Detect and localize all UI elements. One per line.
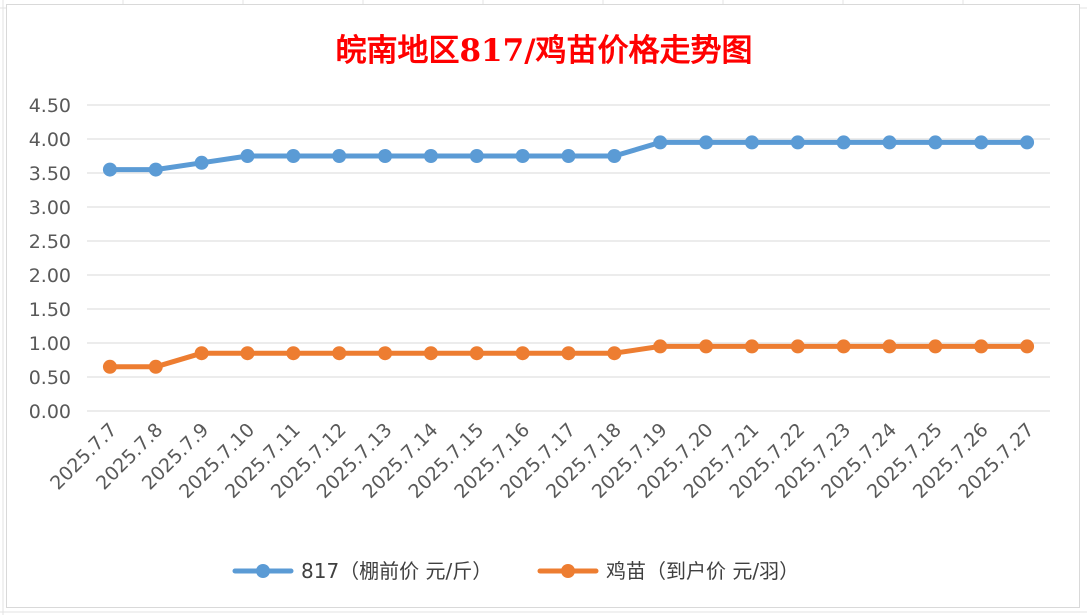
legend-label: 817（棚前价 元/斤） (301, 559, 492, 583)
data-point[interactable] (653, 339, 668, 354)
legend-item-2[interactable]: 鸡苗（到户价 元/羽） (537, 559, 799, 583)
data-point[interactable] (882, 339, 897, 354)
y-tick-label: 1.00 (29, 333, 71, 355)
data-point[interactable] (882, 135, 897, 150)
data-point[interactable] (974, 339, 989, 354)
series-2 (102, 339, 1035, 374)
data-point[interactable] (194, 155, 209, 170)
series-1 (102, 135, 1035, 177)
legend-label: 鸡苗（到户价 元/羽） (606, 559, 799, 583)
data-point[interactable] (974, 135, 989, 150)
data-point[interactable] (469, 149, 484, 163)
data-point[interactable] (561, 149, 576, 163)
data-point[interactable] (836, 339, 851, 354)
legend-swatch-marker (561, 564, 575, 578)
y-tick-label: 4.00 (29, 129, 71, 151)
data-point[interactable] (423, 346, 438, 361)
data-point[interactable] (744, 339, 759, 354)
legend: 817（棚前价 元/斤） 鸡苗（到户价 元/羽） (232, 559, 799, 583)
data-point[interactable] (148, 359, 163, 374)
y-tick-label: 2.00 (29, 265, 71, 287)
data-point[interactable] (240, 149, 255, 163)
y-tick-label: 2.50 (29, 231, 71, 253)
data-point[interactable] (378, 149, 393, 163)
data-point[interactable] (607, 149, 622, 163)
chart-area[interactable]: 皖南地区817/鸡苗价格走势图 0.00 0.50 1.00 1.50 2.00 2.50… (6, 4, 1080, 608)
legend-swatch-marker (256, 564, 270, 578)
x-axis-tick-labels: 2025.7.72025.7.82025.7.92025.7.102025.7.… (46, 419, 1039, 503)
data-point[interactable] (607, 346, 622, 361)
data-point[interactable] (699, 339, 714, 354)
y-tick-label: 3.50 (29, 163, 71, 185)
data-point[interactable] (332, 346, 347, 361)
data-point[interactable] (744, 135, 759, 150)
plot-area: 0.00 0.50 1.00 1.50 2.00 2.50 3.00 3.50 4.00 4.50… (29, 95, 1050, 583)
data-point[interactable] (1020, 135, 1035, 150)
legend-item-1[interactable]: 817（棚前价 元/斤） (232, 559, 492, 583)
data-point[interactable] (148, 162, 163, 177)
data-point[interactable] (469, 346, 484, 361)
data-point[interactable] (102, 162, 117, 177)
data-point[interactable] (928, 339, 943, 354)
data-point[interactable] (240, 346, 255, 361)
data-point[interactable] (653, 135, 668, 150)
data-point[interactable] (699, 135, 714, 150)
data-point[interactable] (423, 149, 438, 163)
y-tick-label: 0.00 (29, 401, 71, 423)
y-axis-tick-labels: 0.00 0.50 1.00 1.50 2.00 2.50 3.00 3.50 4.00 4.50 (29, 95, 71, 423)
series-layer (102, 135, 1035, 374)
data-point[interactable] (286, 149, 301, 163)
data-point[interactable] (790, 339, 805, 354)
data-point[interactable] (194, 346, 209, 361)
data-point[interactable] (790, 135, 805, 150)
y-tick-label: 1.50 (29, 299, 71, 321)
data-point[interactable] (378, 346, 393, 361)
data-point[interactable] (928, 135, 943, 150)
data-point[interactable] (515, 346, 530, 361)
data-point[interactable] (332, 149, 347, 163)
data-point[interactable] (561, 346, 576, 361)
y-tick-label: 3.00 (29, 197, 71, 219)
data-point[interactable] (515, 149, 530, 163)
y-tick-label: 0.50 (29, 367, 71, 389)
data-point[interactable] (286, 346, 301, 361)
y-tick-label: 4.50 (29, 95, 71, 117)
data-point[interactable] (102, 359, 117, 374)
chart-title: 皖南地区817/鸡苗价格走势图 (335, 33, 753, 69)
data-point[interactable] (1020, 339, 1035, 354)
data-point[interactable] (836, 135, 851, 150)
